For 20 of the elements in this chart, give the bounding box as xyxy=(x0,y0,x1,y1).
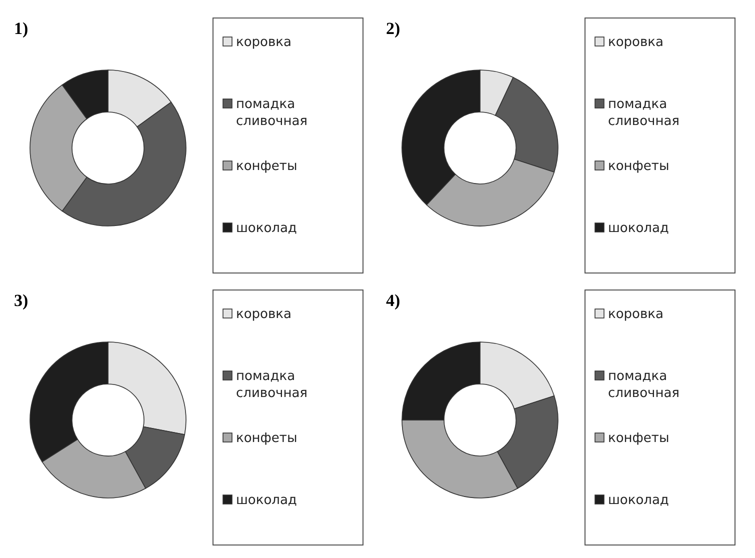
chart-title: 2) xyxy=(386,19,400,38)
legend-label: шоколад xyxy=(236,493,297,508)
legend-label: коровка xyxy=(236,307,292,322)
chart-title: 4) xyxy=(386,291,400,310)
legend-label: шоколад xyxy=(608,493,669,508)
legend-label: конфеты xyxy=(608,159,670,174)
legend-label: шоколад xyxy=(236,221,297,236)
legend-label: конфеты xyxy=(236,431,298,446)
chart-title: 1) xyxy=(14,19,28,38)
chart-title: 3) xyxy=(14,291,28,310)
legend-label: помадка сливочная xyxy=(236,97,308,129)
legend-label: помадка сливочная xyxy=(608,369,680,401)
legend-label: конфеты xyxy=(608,431,670,446)
legend-label: конфеты xyxy=(236,159,298,174)
legend-label: коровка xyxy=(608,35,664,50)
legend-label: помадка сливочная xyxy=(608,97,680,129)
legend-label: помадка сливочная xyxy=(236,369,308,401)
legend-label: коровка xyxy=(236,35,292,50)
legend-label: шоколад xyxy=(608,221,669,236)
legend-label: коровка xyxy=(608,307,664,322)
